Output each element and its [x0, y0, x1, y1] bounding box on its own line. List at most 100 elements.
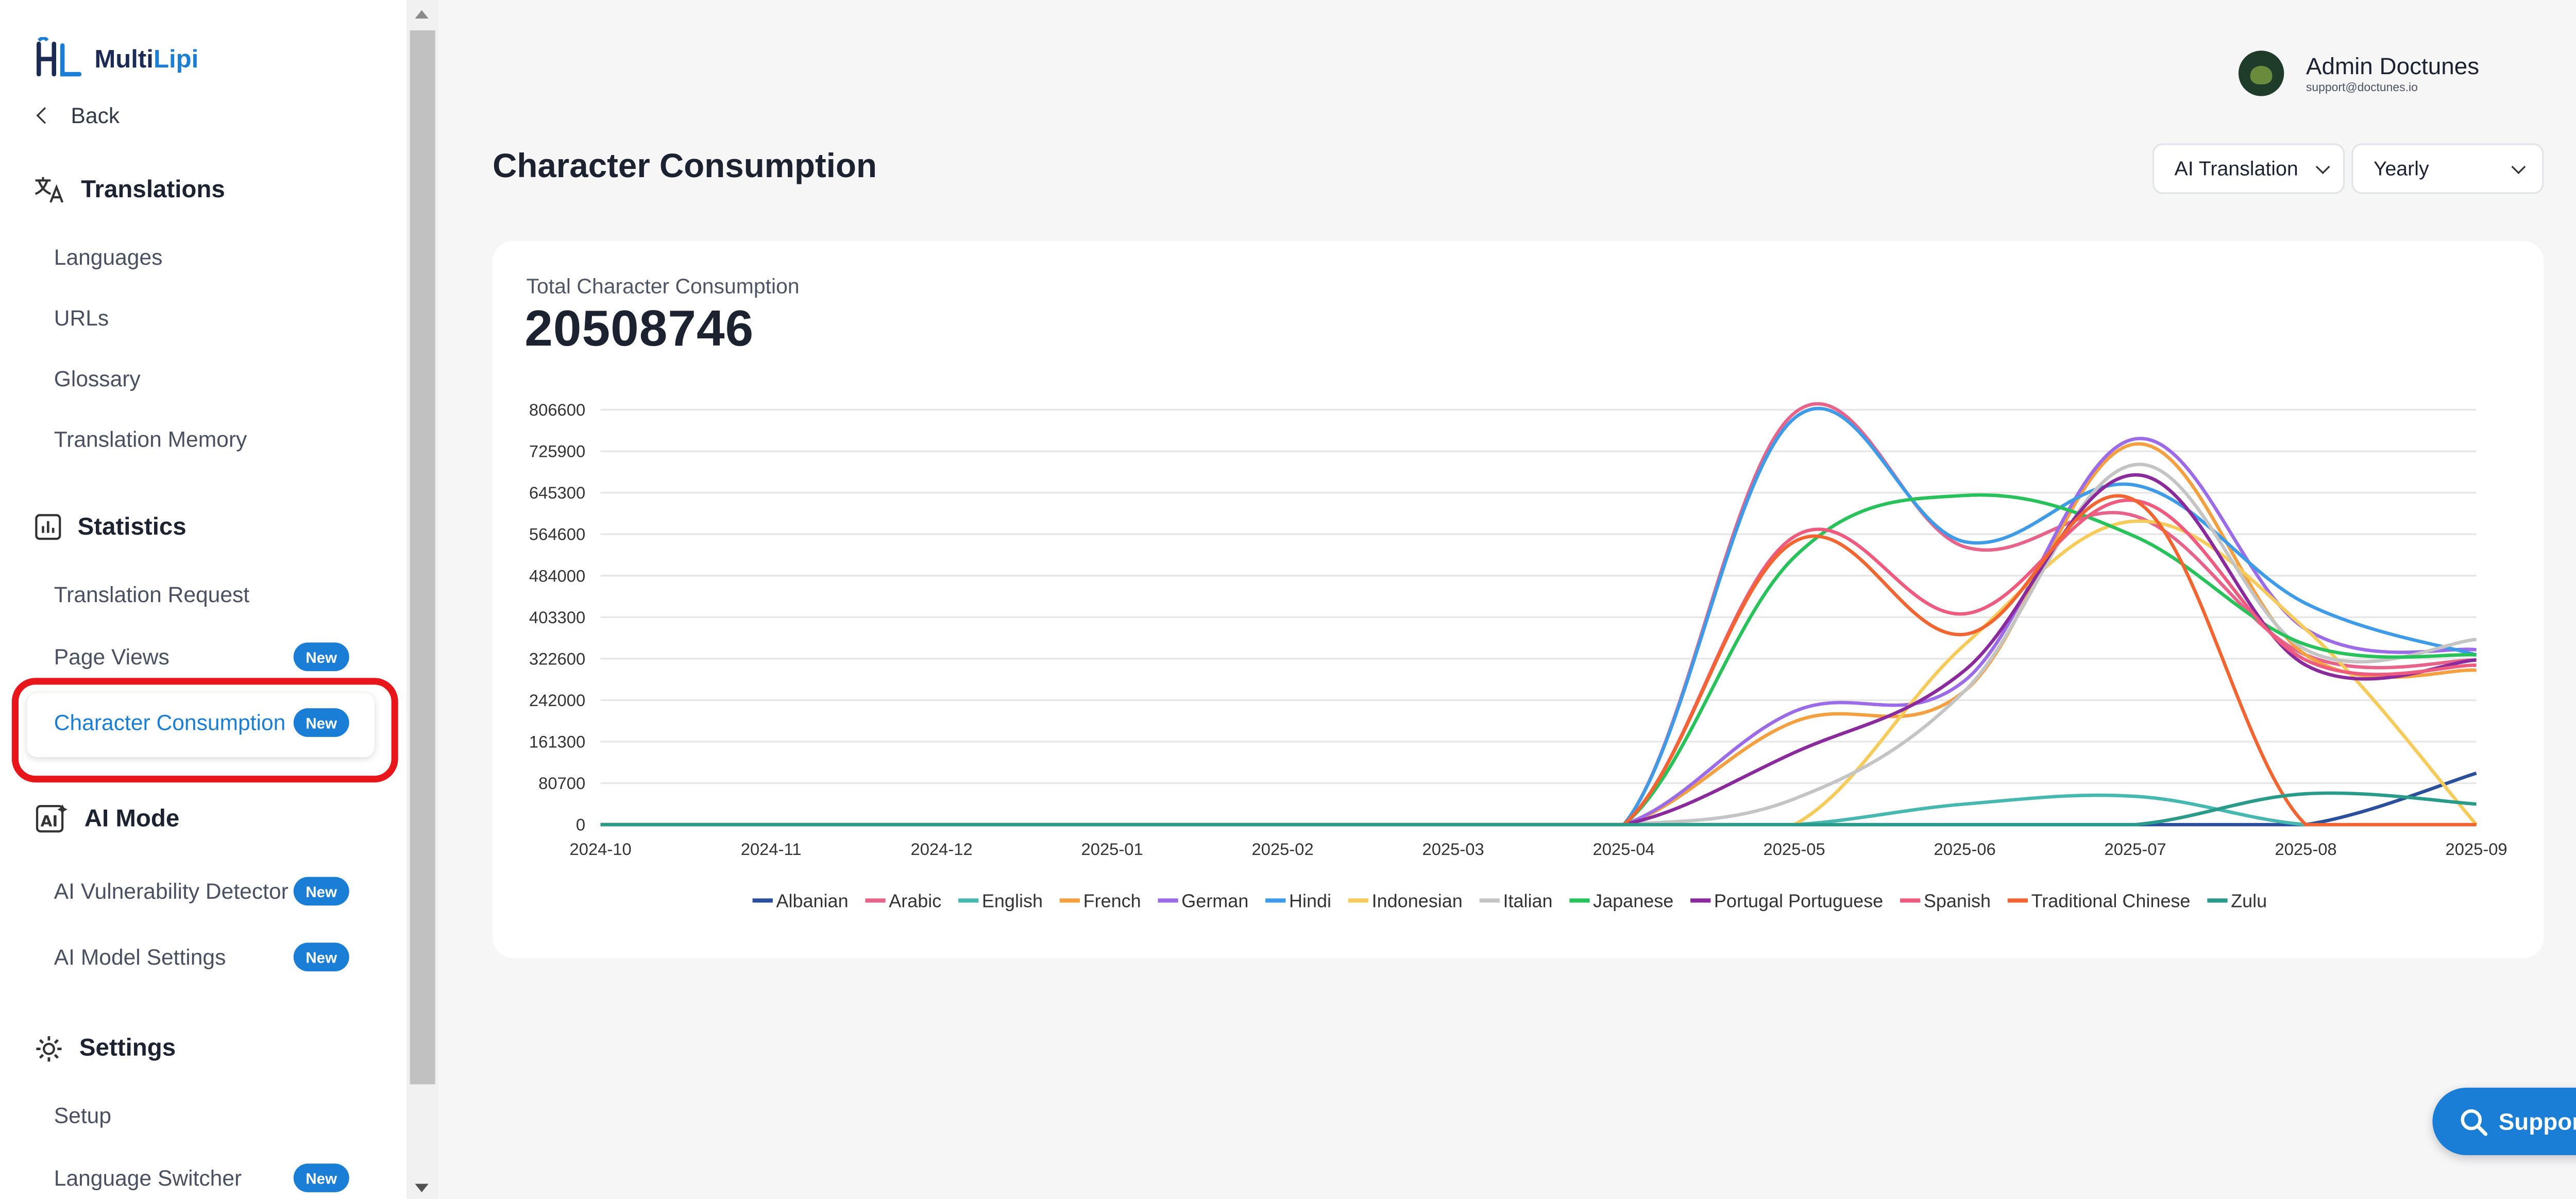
- legend-label: Hindi: [1289, 890, 1331, 912]
- y-tick-label: 322600: [529, 649, 585, 668]
- highlight-annotation: [11, 678, 398, 783]
- legend-label: Spanish: [1924, 890, 1991, 912]
- series-line-english: [600, 793, 2477, 827]
- scroll-thumb[interactable]: [410, 30, 435, 1085]
- x-tick-label: 2024-10: [570, 840, 632, 859]
- translation-type-select[interactable]: AI Translation: [2152, 143, 2345, 194]
- y-tick-label: 484000: [529, 566, 585, 585]
- sidebar-item-setup[interactable]: Setup: [54, 1103, 111, 1128]
- legend-label: Albanian: [776, 890, 848, 912]
- chevron-down-icon: [2315, 160, 2330, 175]
- total-value: 20508746: [524, 302, 754, 358]
- legend-label: Italian: [1503, 890, 1552, 912]
- chevron-left-icon: [36, 107, 53, 124]
- y-tick-label: 645300: [529, 483, 585, 502]
- legend-label: Indonesian: [1372, 890, 1463, 912]
- logo[interactable]: MultiLipi: [33, 37, 198, 81]
- logo-mark-icon: [37, 37, 82, 77]
- section-translations-title: Translations: [81, 176, 225, 203]
- sidebar-item-label: AI Model Settings: [54, 944, 226, 970]
- x-tick-label: 2025-06: [1934, 840, 1996, 859]
- user-profile[interactable]: Admin Doctunes support@doctunes.io: [2238, 50, 2480, 96]
- sidebar-item-language-switcher[interactable]: Language Switcher: [54, 1165, 242, 1190]
- gear-icon: [36, 1036, 62, 1062]
- y-tick-label: 161300: [529, 732, 585, 751]
- new-badge: New: [293, 708, 349, 737]
- page-title: Character Consumption: [493, 148, 877, 186]
- sidebar-item-translation-memory[interactable]: Translation Memory: [54, 426, 247, 452]
- user-email: support@doctunes.io: [2306, 82, 2418, 95]
- sidebar-item-label: Setup: [54, 1103, 112, 1128]
- sidebar-item-page-views[interactable]: Page Views: [54, 644, 170, 670]
- x-tick-label: 2025-02: [1252, 840, 1314, 859]
- sidebar-item-label: Character Consumption: [54, 710, 286, 735]
- user-name: Admin Doctunes: [2306, 52, 2480, 79]
- x-tick-label: 2025-05: [1764, 840, 1825, 859]
- series-line-arabic: [600, 402, 2477, 827]
- series-line-albanian: [600, 772, 2477, 827]
- legend-label: Arabic: [889, 890, 941, 912]
- sidebar-item-character-consumption[interactable]: Character Consumption: [54, 710, 286, 735]
- consumption-card: Total Character Consumption 20508746 0 80…: [493, 241, 2544, 958]
- x-tick-label: 2025-09: [2445, 840, 2507, 859]
- sidebar-item-label: Translation Request: [54, 581, 250, 607]
- series-line-spanish: [600, 498, 2477, 827]
- character-consumption-chart: 0 80700 161300 242000 322600 403300 484000 5646…: [529, 400, 2507, 912]
- legend-label: Portugal Portuguese: [1714, 890, 1883, 912]
- section-settings-title: Settings: [79, 1035, 176, 1063]
- x-tick-label: 2025-03: [1422, 840, 1484, 859]
- new-badge: New: [293, 877, 349, 906]
- x-tick-label: 2024-11: [741, 840, 802, 859]
- y-tick-label: 806600: [529, 400, 585, 419]
- new-badge: New: [293, 1163, 349, 1192]
- sidebar-item-label: Glossary: [54, 366, 141, 391]
- section-translations: Translations: [33, 176, 225, 204]
- avatar: [2238, 50, 2284, 96]
- scroll-down-icon[interactable]: [415, 1184, 429, 1192]
- support-button[interactable]: Support: [2432, 1087, 2576, 1155]
- legend-label: French: [1083, 890, 1141, 912]
- y-tick-label: 242000: [529, 691, 585, 710]
- section-ai-mode: AI AI Mode: [33, 803, 179, 835]
- x-tick-label: 2024-12: [911, 840, 973, 859]
- sidebar-item-ai-vulnerability-detector[interactable]: AI Vulnerability Detector: [54, 879, 289, 904]
- logo-text: MultiLipi: [94, 44, 199, 74]
- back-label: Back: [71, 102, 120, 128]
- sidebar-item-ai-model-settings[interactable]: AI Model Settings: [54, 945, 226, 970]
- ai-icon: AI: [36, 804, 67, 833]
- x-tick-label: 2025-07: [2105, 840, 2166, 859]
- period-select[interactable]: Yearly: [2351, 143, 2544, 194]
- sidebar-item-glossary[interactable]: Glossary: [54, 366, 141, 391]
- y-tick-label: 725900: [529, 442, 585, 461]
- legend-label: English: [982, 890, 1043, 912]
- sidebar-item-label: Languages: [54, 244, 163, 270]
- new-badge: New: [293, 943, 349, 971]
- sidebar-item-translation-request[interactable]: Translation Request: [54, 582, 249, 607]
- sidebar-item-label: Translation Memory: [54, 426, 247, 452]
- total-label: Total Character Consumption: [526, 275, 800, 299]
- support-label: Support: [2498, 1108, 2576, 1135]
- series-line-traditional-chinese: [600, 494, 2477, 827]
- section-ai-mode-title: AI Mode: [84, 805, 180, 832]
- legend-label: German: [1181, 890, 1248, 912]
- sidebar-item-label: URLs: [54, 305, 109, 331]
- series-line-zulu: [600, 791, 2477, 827]
- back-link[interactable]: Back: [33, 103, 120, 128]
- sidebar-item-urls[interactable]: URLs: [54, 305, 109, 331]
- section-settings: Settings: [33, 1034, 176, 1064]
- series-line-indonesian: [600, 519, 2478, 827]
- svg-text:AI: AI: [41, 812, 58, 830]
- sidebar-scrollbar[interactable]: [406, 0, 439, 1199]
- search-icon: [2461, 1108, 2488, 1135]
- section-statistics-title: Statistics: [77, 513, 187, 541]
- series-line-portugal-portuguese: [600, 473, 2477, 827]
- translation-type-value: AI Translation: [2174, 157, 2298, 181]
- sidebar: MultiLipi Back Translations Languages UR…: [0, 0, 407, 1199]
- sidebar-item-languages[interactable]: Languages: [54, 245, 163, 270]
- series-line-japanese: [600, 493, 2477, 827]
- x-tick-label: 2025-01: [1081, 840, 1143, 859]
- translate-icon: [35, 177, 64, 203]
- y-tick-label: 80700: [538, 774, 585, 793]
- scroll-up-icon[interactable]: [415, 10, 429, 19]
